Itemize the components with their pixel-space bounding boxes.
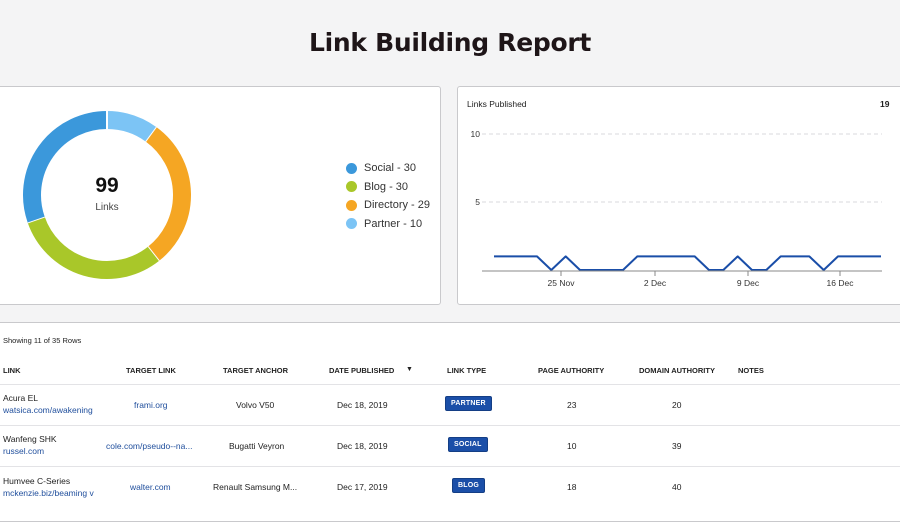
- row-divider: [0, 384, 900, 385]
- link-type-badge: PARTNER: [445, 396, 492, 411]
- target-link[interactable]: frami.org: [134, 400, 168, 410]
- legend-dot: [346, 181, 357, 193]
- target-link[interactable]: walter.com: [130, 482, 171, 492]
- links-table-card: [0, 322, 900, 522]
- series-line: [494, 255, 881, 271]
- legend-dot: [346, 218, 357, 230]
- legend-label: Social - 30: [364, 162, 416, 175]
- col-header-link-type[interactable]: LINK TYPE: [447, 366, 487, 375]
- y-tick-label: 5: [475, 197, 480, 207]
- col-header-target-anchor[interactable]: TARGET ANCHOR: [223, 366, 288, 375]
- donut-total: 99: [95, 174, 119, 197]
- x-tick-label: 9 Dec: [737, 278, 760, 288]
- date-published: Dec 18, 2019: [337, 441, 388, 451]
- donut-segment: [106, 111, 157, 143]
- legend-item-social[interactable]: Social - 30: [346, 159, 430, 178]
- link-type-badge: BLOG: [452, 478, 486, 493]
- legend-item-blog[interactable]: Blog - 30: [346, 178, 430, 197]
- domain-authority: 40: [672, 482, 682, 492]
- legend-label: Directory - 29: [364, 199, 431, 212]
- y-tick-label: 10: [471, 129, 481, 139]
- col-header-page-authority[interactable]: PAGE AUTHORITY: [538, 366, 605, 375]
- date-published: Dec 17, 2019: [337, 482, 388, 492]
- col-header-link[interactable]: LINK: [3, 366, 21, 375]
- col-header-date-published[interactable]: DATE PUBLISHED: [329, 366, 395, 375]
- link-url[interactable]: watsica.com/awakening: [3, 405, 93, 415]
- row-divider: [0, 425, 900, 426]
- col-header-domain-authority[interactable]: DOMAIN AUTHORITY: [639, 366, 715, 375]
- page-authority: 18: [567, 482, 577, 492]
- line-chart-title: Links Published: [467, 99, 527, 109]
- legend-dot: [346, 162, 357, 174]
- link-name: Wanfeng SHK: [3, 434, 57, 444]
- col-header-target-link[interactable]: TARGET LINK: [126, 366, 176, 375]
- domain-authority: 39: [672, 441, 682, 451]
- donut-total-label: Links: [95, 202, 119, 213]
- page-authority: 23: [567, 400, 577, 410]
- x-tick-label: 25 Nov: [548, 278, 576, 288]
- link-name: Humvee C-Series: [3, 476, 71, 486]
- donut-segment: [27, 216, 159, 279]
- target-anchor: Volvo V50: [236, 400, 275, 410]
- donut-segment: [23, 111, 108, 223]
- line-chart-total: 19: [880, 99, 890, 109]
- link-url[interactable]: russel.com: [3, 446, 45, 456]
- legend-item-directory[interactable]: Directory - 29: [346, 196, 430, 215]
- sort-down-icon[interactable]: ▼: [406, 366, 413, 373]
- page-authority: 10: [567, 441, 577, 451]
- page-title: Link Building Report: [308, 28, 592, 57]
- donut-chart: [23, 111, 191, 279]
- link-name: Acura EL: [3, 393, 38, 403]
- date-published: Dec 18, 2019: [337, 400, 388, 410]
- target-anchor: Renault Samsung M...: [213, 482, 298, 492]
- donut-legend: Social - 30 Blog - 30 Directory - 29 Par…: [346, 159, 430, 233]
- line-chart: 10 5 25 Nov 2 Dec 9 Dec 16 Dec: [471, 129, 882, 288]
- link-url[interactable]: mckenzie.biz/beaming v: [3, 488, 94, 498]
- legend-item-partner[interactable]: Partner - 10: [346, 215, 430, 234]
- domain-authority: 20: [672, 400, 682, 410]
- donut-segment: [145, 127, 191, 262]
- legend-label: Partner - 10: [364, 217, 423, 230]
- row-count: Showing 11 of 35 Rows: [3, 336, 82, 345]
- link-type-badge: SOCIAL: [448, 437, 488, 452]
- x-tick-label: 2 Dec: [644, 278, 667, 288]
- legend-label: Blog - 30: [364, 180, 409, 193]
- row-divider: [0, 466, 900, 467]
- target-link[interactable]: cole.com/pseudo--na...: [106, 441, 193, 451]
- legend-dot: [346, 199, 357, 211]
- target-anchor: Bugatti Veyron: [229, 441, 285, 451]
- col-header-notes[interactable]: NOTES: [738, 366, 764, 375]
- x-tick-label: 16 Dec: [827, 278, 855, 288]
